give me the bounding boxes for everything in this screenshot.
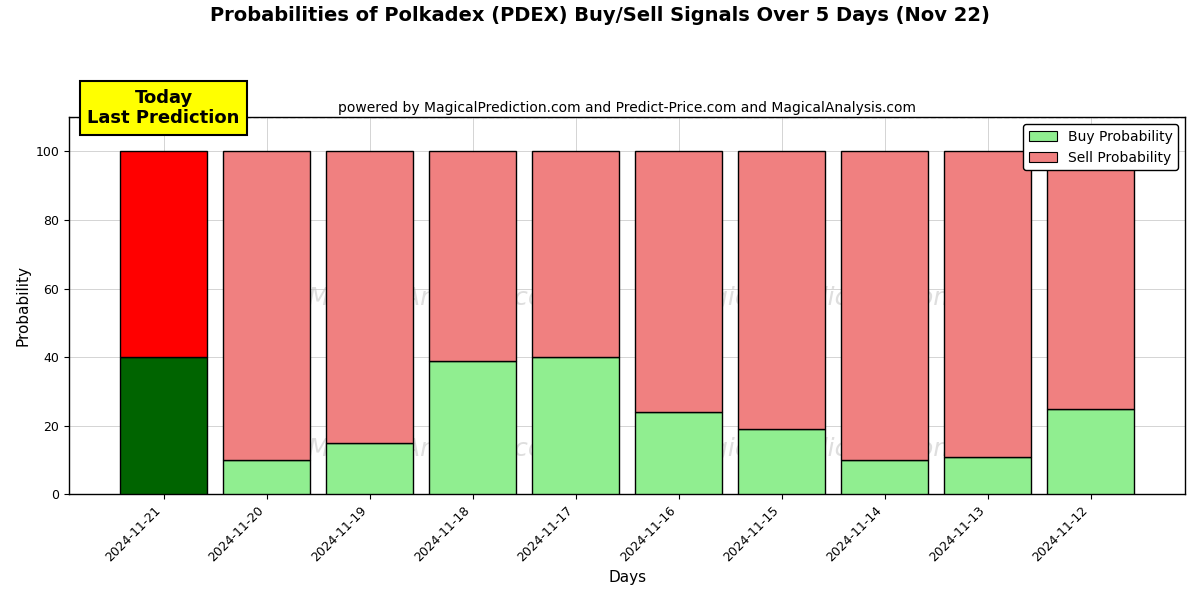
Bar bbox=[532, 151, 619, 357]
Bar bbox=[532, 357, 619, 494]
Title: powered by MagicalPrediction.com and Predict-Price.com and MagicalAnalysis.com: powered by MagicalPrediction.com and Pre… bbox=[338, 101, 916, 115]
Bar bbox=[223, 151, 311, 460]
Text: MagicalAnalysis.com: MagicalAnalysis.com bbox=[307, 437, 568, 461]
Bar bbox=[738, 151, 826, 429]
Text: MagicalAnalysis.com: MagicalAnalysis.com bbox=[307, 286, 568, 310]
Bar bbox=[841, 460, 929, 494]
Bar bbox=[738, 429, 826, 494]
Bar bbox=[428, 151, 516, 361]
Bar bbox=[326, 443, 413, 494]
X-axis label: Days: Days bbox=[608, 570, 646, 585]
Y-axis label: Probability: Probability bbox=[16, 265, 30, 346]
Bar bbox=[943, 151, 1031, 457]
Text: Today
Last Prediction: Today Last Prediction bbox=[88, 89, 240, 127]
Bar bbox=[120, 357, 208, 494]
Bar bbox=[120, 151, 208, 357]
Text: Probabilities of Polkadex (PDEX) Buy/Sell Signals Over 5 Days (Nov 22): Probabilities of Polkadex (PDEX) Buy/Sel… bbox=[210, 6, 990, 25]
Bar bbox=[1046, 409, 1134, 494]
Bar bbox=[841, 151, 929, 460]
Bar bbox=[428, 361, 516, 494]
Bar bbox=[635, 151, 722, 412]
Legend: Buy Probability, Sell Probability: Buy Probability, Sell Probability bbox=[1024, 124, 1178, 170]
Bar bbox=[635, 412, 722, 494]
Bar bbox=[223, 460, 311, 494]
Bar bbox=[943, 457, 1031, 494]
Text: MagicalPrediction.com: MagicalPrediction.com bbox=[676, 286, 958, 310]
Bar bbox=[1046, 151, 1134, 409]
Text: MagicalPrediction.com: MagicalPrediction.com bbox=[676, 437, 958, 461]
Bar bbox=[326, 151, 413, 443]
